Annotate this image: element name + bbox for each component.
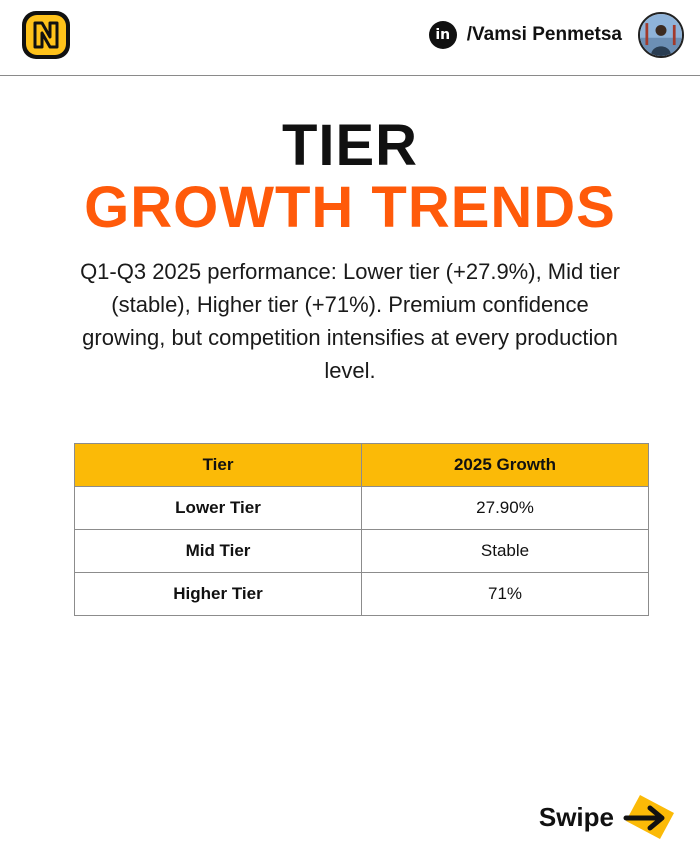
table-row: Mid Tier Stable: [74, 529, 649, 573]
table-row: Lower Tier 27.90%: [74, 486, 649, 530]
column-header-tier: Tier: [74, 443, 362, 487]
description-text: Q1-Q3 2025 performance: Lower tier (+27.…: [80, 259, 620, 383]
header-bar: in /Vamsi Penmetsa: [0, 0, 700, 76]
page-title-line2: GROWTH TRENDS: [84, 175, 616, 240]
linkedin-icon[interactable]: in: [428, 21, 457, 49]
growth-value-cell: 71%: [361, 572, 649, 616]
table-header-row: Tier 2025 Growth: [74, 443, 649, 487]
tier-growth-table: Tier 2025 Growth Lower Tier 27.90% Mid T…: [74, 443, 649, 616]
arrow-right-icon: [623, 795, 674, 839]
growth-value-cell: Stable: [361, 529, 649, 573]
tier-name-cell: Mid Tier: [74, 529, 362, 573]
swipe-button[interactable]: Swipe: [539, 791, 678, 843]
table-row: Higher Tier 71%: [74, 572, 649, 616]
tier-name-cell: Higher Tier: [74, 572, 362, 616]
avatar: [638, 12, 684, 58]
logo-icon: [22, 11, 70, 59]
column-header-growth: 2025 Growth: [361, 443, 649, 487]
page-title-line1: TIER: [281, 113, 419, 178]
growth-value-cell: 27.90%: [361, 486, 649, 530]
profile-block[interactable]: in /Vamsi Penmetsa: [428, 12, 684, 58]
swipe-label: Swipe: [538, 801, 614, 832]
tier-name-cell: Lower Tier: [74, 486, 362, 530]
linkedin-handle[interactable]: /Vamsi Penmetsa: [466, 24, 622, 45]
